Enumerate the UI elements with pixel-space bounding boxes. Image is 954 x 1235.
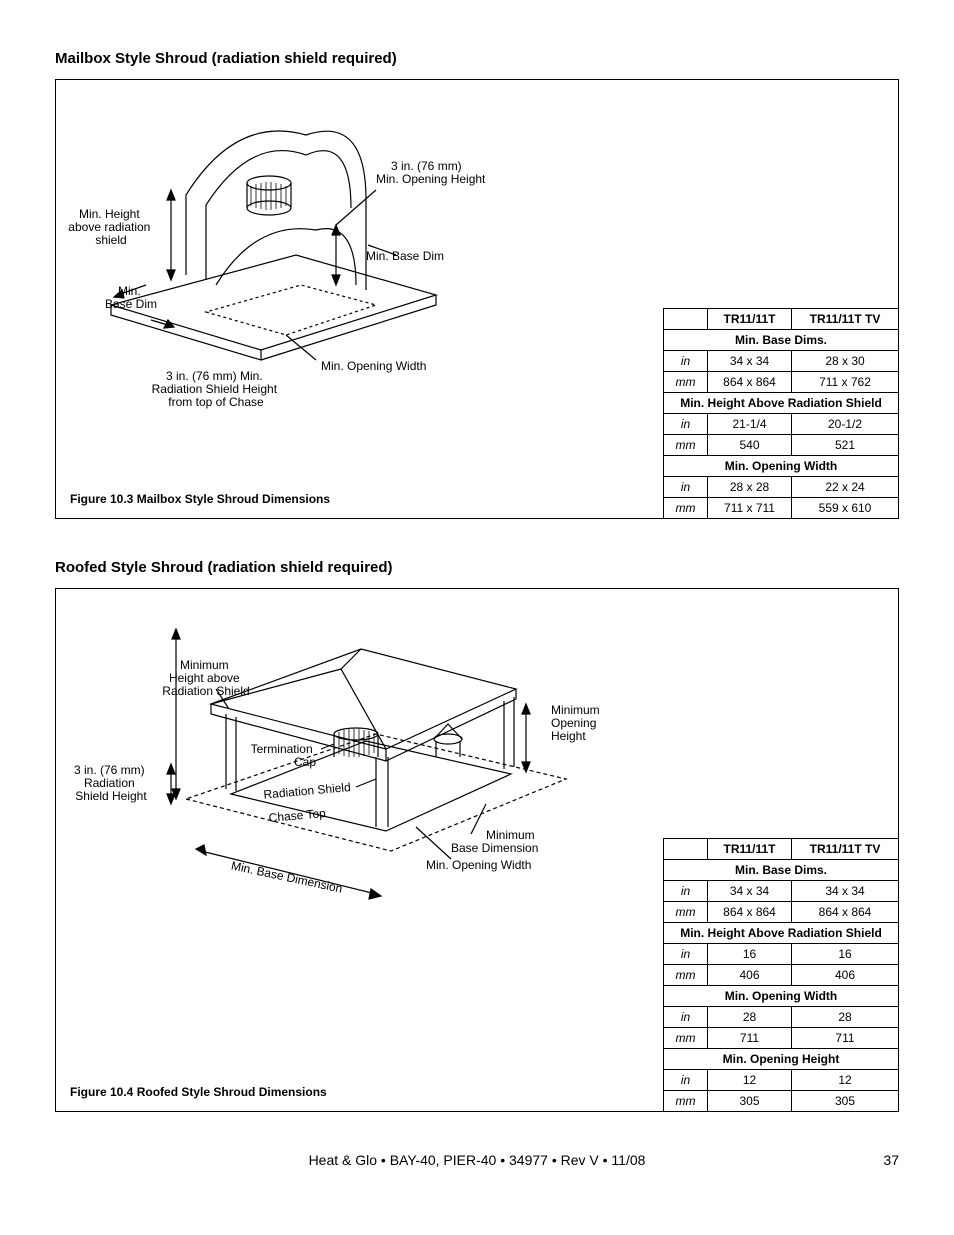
section1-title: Mailbox Style Shroud (radiation shield r… — [55, 50, 899, 67]
page-footer: Heat & Glo • BAY-40, PIER-40 • 34977 • R… — [55, 1152, 899, 1168]
label-rad-shield: 3 in. (76 mm) Min. Radiation Shield Heig… — [152, 369, 281, 409]
figure-10-3-box: Min. Height above radiation shield 3 in.… — [55, 79, 899, 519]
page-number: 37 — [883, 1152, 899, 1168]
subheader: Min. Height Above Radiation Shield — [664, 923, 899, 944]
label-min-base-right: Minimum Base Dimension — [451, 828, 538, 855]
roofed-shroud-diagram: Minimum Height above Radiation Shield Mi… — [56, 589, 616, 1089]
label-chase-top: Chase Top — [268, 806, 326, 825]
label-rad-shield-inline: Radiation Shield — [263, 780, 351, 802]
footer-text: Heat & Glo • BAY-40, PIER-40 • 34977 • R… — [309, 1152, 646, 1168]
label-opening-width: Min. Opening Width — [426, 858, 531, 872]
label-opening-width: Min. Opening Width — [321, 359, 426, 373]
mailbox-shroud-diagram: Min. Height above radiation shield 3 in.… — [56, 80, 576, 500]
label-opening-height: Minimum Opening Height — [551, 703, 603, 743]
subheader: Min. Opening Width — [664, 986, 899, 1007]
col-tr11tv: TR11/11T TV — [792, 309, 899, 330]
label-term-cap: Termination Cap — [251, 742, 317, 769]
subheader: Min. Base Dims. — [664, 860, 899, 881]
mailbox-dimensions-table: TR11/11T TR11/11T TV Min. Base Dims. in3… — [663, 308, 899, 519]
subheader: Min. Opening Height — [664, 1049, 899, 1070]
label-base-dim-left: Min. Base Dim — [105, 284, 157, 311]
label-3in: 3 in. (76 mm) Radiation Shield Height — [74, 763, 148, 803]
col-tr11tv: TR11/11T TV — [792, 839, 899, 860]
subheader: Min. Opening Width — [664, 456, 899, 477]
label-opening-height: 3 in. (76 mm) Min. Opening Height — [376, 159, 486, 186]
label-base-dim-right: Min. Base Dim — [366, 249, 444, 263]
subheader: Min. Height Above Radiation Shield — [664, 393, 899, 414]
figure-10-4-box: Minimum Height above Radiation Shield Mi… — [55, 588, 899, 1112]
label-min-height: Min. Height above radiation shield — [68, 207, 153, 247]
col-tr11: TR11/11T — [708, 309, 792, 330]
section2-title: Roofed Style Shroud (radiation shield re… — [55, 559, 899, 576]
col-tr11: TR11/11T — [708, 839, 792, 860]
figure-10-4-caption: Figure 10.4 Roofed Style Shroud Dimensio… — [70, 1085, 327, 1099]
page: Mailbox Style Shroud (radiation shield r… — [0, 0, 954, 1198]
label-min-base-bottom: Min. Base Dimension — [230, 858, 344, 895]
figure-10-3-caption: Figure 10.3 Mailbox Style Shroud Dimensi… — [70, 492, 330, 506]
roofed-dimensions-table: TR11/11T TR11/11T TV Min. Base Dims. in3… — [663, 838, 899, 1112]
subheader: Min. Base Dims. — [664, 330, 899, 351]
